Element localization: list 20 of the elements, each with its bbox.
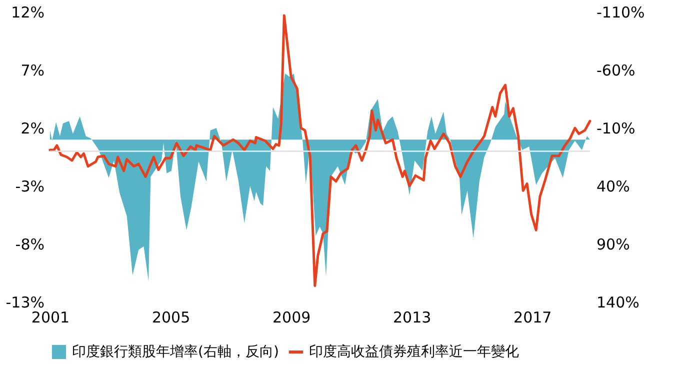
y-tick-label: -8% [15,236,44,254]
line-series [48,14,592,288]
y-tick-label: 12% [11,4,44,22]
y-tick-label: -3% [15,178,44,196]
y-tick-label: 2% [20,120,44,138]
x-tick-label: 2005 [152,308,190,326]
y2-tick-label: -10% [596,120,636,138]
y-tick-label: 7% [20,62,44,80]
x-tick-label: 2013 [393,308,432,326]
x-tick-label: 2001 [31,308,70,326]
legend-label: 印度高收益債券殖利率近一年變化 [309,344,519,360]
y2-tick-label: 140% [596,294,640,312]
y2-tick-label: 90% [596,236,630,254]
y2-tick-label: -110% [596,4,645,22]
x-tick-label: 2017 [514,308,552,326]
y-tick-label: -13% [6,294,44,312]
y2-tick-label: -60% [596,62,636,80]
legend-label: 印度銀行類股年增率(右軸，反向) [72,344,279,360]
y2-tick-label: 40% [596,178,630,196]
x-tick-label: 2009 [272,308,311,326]
